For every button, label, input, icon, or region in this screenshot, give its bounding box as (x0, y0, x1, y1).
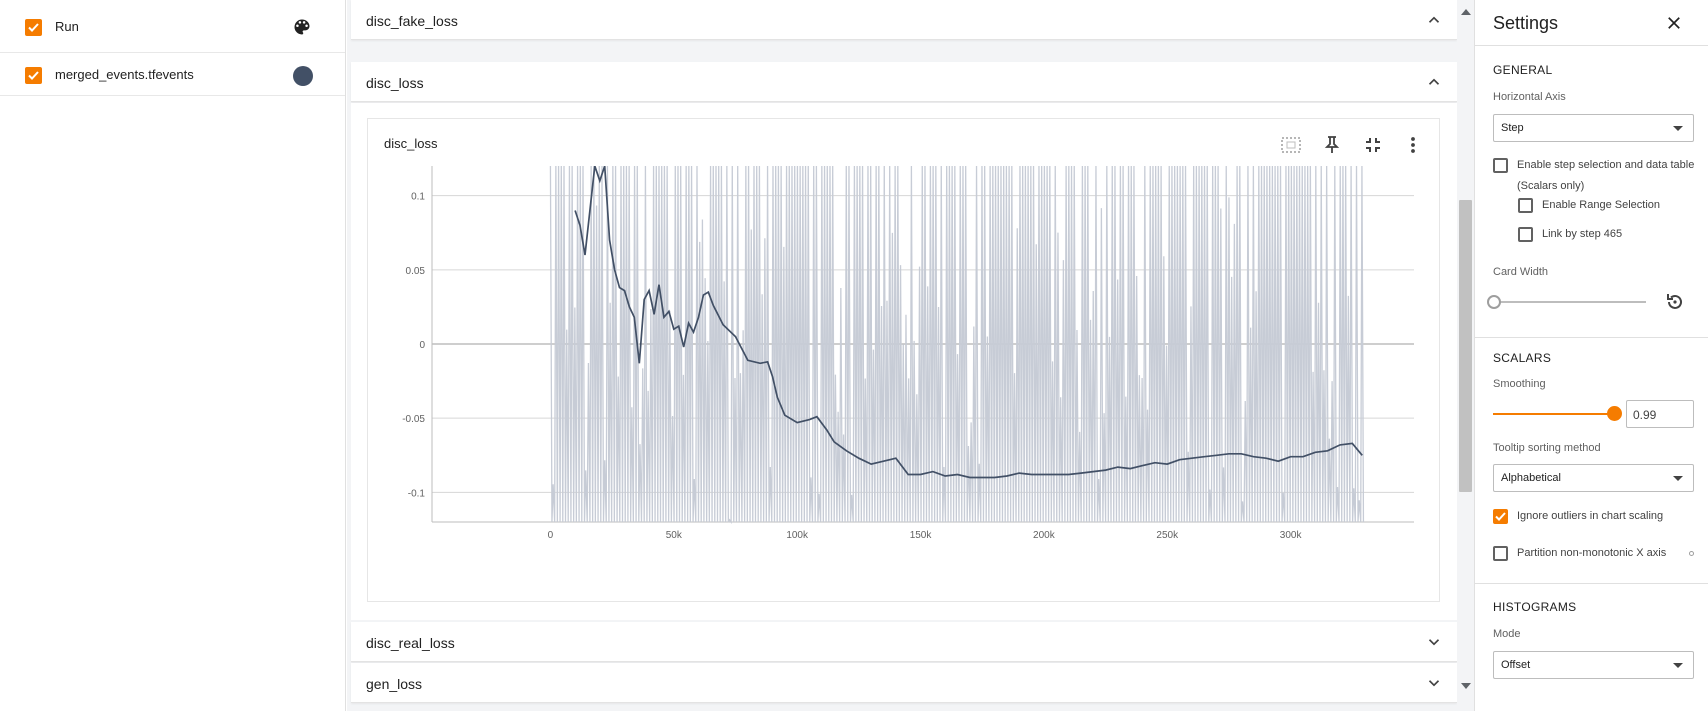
link-by-step-label: Link by step 465 (1542, 228, 1623, 240)
x-tick-label: 150k (910, 530, 933, 541)
chevron-up-icon[interactable] (1425, 73, 1443, 91)
info-icon[interactable] (1689, 551, 1694, 556)
dropdown-caret-icon (1673, 476, 1683, 481)
dropdown-caret-icon (1673, 663, 1683, 668)
scalars-only-note: (Scalars only) (1517, 180, 1585, 192)
x-tick-label: 50k (666, 530, 683, 541)
y-tick-label: -0.1 (408, 488, 426, 499)
group-title: disc_real_loss (366, 635, 455, 651)
chevron-down-icon[interactable] (1425, 633, 1443, 651)
tooltip-sort-select[interactable]: Alphabetical (1493, 464, 1694, 492)
step-selection-label: Enable step selection and data table (1517, 159, 1695, 171)
x-tick-label: 250k (1156, 530, 1179, 541)
link-by-step-checkbox[interactable] (1518, 227, 1533, 242)
range-selection-checkbox[interactable] (1518, 198, 1533, 213)
runs-header-row: Run (0, 0, 345, 53)
main-scrollbar[interactable] (1457, 0, 1474, 711)
partition-label: Partition non-monotonic X axis (1517, 547, 1667, 559)
main-content: disc_fake_loss disc_loss disc_loss (347, 0, 1457, 711)
settings-title: Settings (1493, 13, 1559, 33)
tooltip-sort-value: Alphabetical (1501, 472, 1561, 484)
y-tick-label: 0 (419, 340, 425, 351)
select-all-runs-checkbox[interactable] (25, 19, 42, 36)
ignore-outliers-checkbox[interactable] (1493, 509, 1508, 524)
smoothing-input[interactable]: 0.99 (1626, 400, 1694, 428)
x-tick-label: 300k (1280, 530, 1303, 541)
histogram-mode-select[interactable]: Offset (1493, 651, 1694, 679)
horizontal-axis-select[interactable]: Step (1493, 114, 1694, 142)
smoothing-value: 0.99 (1633, 408, 1657, 422)
horizontal-axis-label: Horizontal Axis (1493, 91, 1566, 103)
run-row[interactable]: merged_events.tfevents (0, 53, 345, 96)
smoothing-slider-track[interactable] (1493, 413, 1615, 415)
x-tick-label: 100k (786, 530, 809, 541)
smoothing-slider-knob[interactable] (1607, 406, 1622, 421)
chevron-up-icon[interactable] (1425, 11, 1443, 29)
y-tick-label: 0.05 (406, 266, 426, 277)
card-width-slider-track[interactable] (1493, 301, 1646, 303)
tooltip-sort-label: Tooltip sorting method (1493, 442, 1601, 454)
y-tick-label: 0.1 (411, 192, 425, 203)
group-title: disc_fake_loss (366, 13, 458, 29)
scalar-card: disc_loss 0.1 0.05 0 -0.05 -0.1 0 50k 100k 150k 2… (367, 118, 1440, 602)
card-title: disc_loss (384, 136, 438, 151)
group-header-disc-loss[interactable]: disc_loss (351, 62, 1457, 102)
group-header-disc-real-loss[interactable]: disc_real_loss (351, 622, 1457, 662)
chevron-down-icon[interactable] (1425, 674, 1443, 692)
group-header-disc-fake-loss[interactable]: disc_fake_loss (351, 0, 1457, 40)
section-divider (1475, 583, 1708, 584)
raw-series-background (549, 165, 1365, 525)
x-tick-label: 200k (1033, 530, 1056, 541)
histogram-mode-label: Mode (1493, 628, 1521, 640)
ignore-outliers-label: Ignore outliers in chart scaling (1517, 510, 1664, 522)
series-line[interactable] (574, 166, 1363, 479)
y-tick-label: -0.05 (402, 414, 425, 425)
section-divider (1475, 337, 1708, 338)
more-vert-icon[interactable] (1401, 133, 1425, 157)
card-width-label: Card Width (1493, 266, 1549, 278)
run-checkbox[interactable] (25, 67, 42, 84)
general-section-title: GENERAL (1493, 63, 1553, 77)
reset-icon[interactable] (1663, 290, 1687, 314)
scroll-down-icon[interactable] (1461, 683, 1471, 689)
step-selection-checkbox[interactable] (1493, 158, 1508, 173)
run-color-swatch[interactable] (293, 66, 313, 86)
scalars-section-title: SCALARS (1493, 351, 1552, 365)
group-title: disc_loss (366, 75, 424, 91)
dropdown-caret-icon (1673, 126, 1683, 131)
smoothing-label: Smoothing (1493, 378, 1546, 390)
fit-domain-icon[interactable] (1279, 133, 1303, 157)
scrollbar-thumb[interactable] (1459, 200, 1472, 492)
settings-header: Settings (1475, 0, 1708, 46)
runs-header-label: Run (55, 18, 79, 34)
close-icon[interactable] (1665, 14, 1683, 32)
histogram-mode-value: Offset (1501, 659, 1531, 671)
x-tick-label: 0 (548, 530, 554, 541)
group-header-gen-loss[interactable]: gen_loss (351, 663, 1457, 703)
raw-series-line (549, 165, 1365, 525)
runs-panel: Run merged_events.tfevents (0, 0, 346, 711)
range-selection-label: Enable Range Selection (1542, 199, 1661, 211)
pin-icon[interactable] (1320, 133, 1344, 157)
collapse-icon[interactable] (1361, 133, 1385, 157)
card-area: disc_loss 0.1 0.05 0 -0.05 -0.1 0 50k 100k 150k 2… (351, 103, 1457, 620)
line-chart[interactable]: 0.1 0.05 0 -0.05 -0.1 0 50k 100k 150k 200k 250k 300… (368, 119, 1441, 603)
partition-checkbox[interactable] (1493, 546, 1508, 561)
palette-icon[interactable] (292, 17, 312, 37)
settings-panel: Settings GENERAL Horizontal Axis Step En… (1474, 0, 1708, 711)
run-label: merged_events.tfevents (55, 66, 194, 82)
card-width-slider-knob[interactable] (1487, 295, 1501, 309)
histograms-section-title: HISTOGRAMS (1493, 600, 1577, 614)
group-title: gen_loss (366, 676, 423, 692)
horizontal-axis-value: Step (1501, 122, 1524, 134)
scroll-up-icon[interactable] (1461, 9, 1471, 15)
